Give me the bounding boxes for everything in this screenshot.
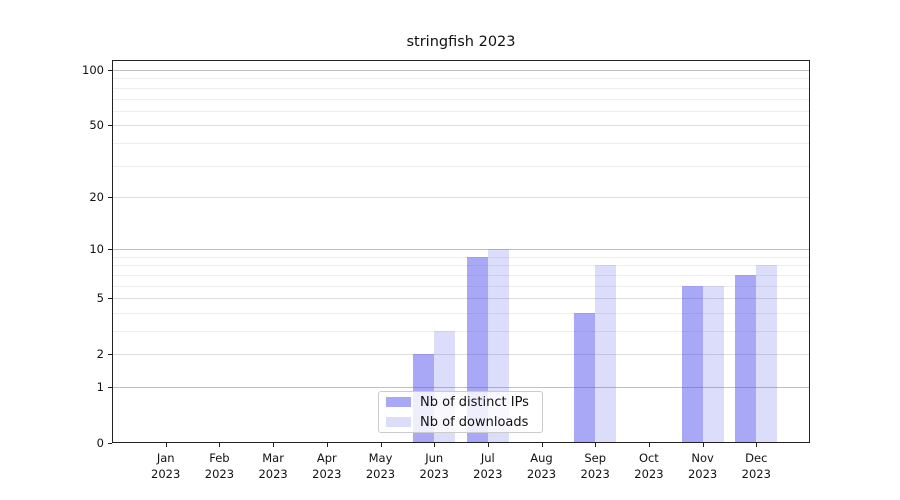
bar-distinct-ips-sep-2023	[574, 312, 596, 443]
x-tick-label-year: 2023	[204, 466, 235, 481]
x-tick-label-apr: Apr 2023	[297, 451, 357, 482]
y-tick-label-20: 20	[89, 189, 104, 204]
x-tick-label-sep: Sep 2023	[565, 451, 625, 482]
x-tick-label-month: Aug	[530, 451, 553, 465]
legend-swatch-distinct-ips	[386, 397, 411, 407]
bar-downloads-sep-2023	[595, 265, 617, 443]
x-tick-label-mar: Mar 2023	[243, 451, 303, 482]
x-tick-mark-jun	[434, 443, 436, 447]
x-tick-label-year: 2023	[526, 466, 557, 481]
x-tick-label-month: Mar	[262, 451, 284, 465]
legend-entry-distinct-ips: Nb of distinct IPs	[386, 395, 535, 410]
x-tick-label-month: Jan	[156, 451, 175, 465]
y-tick-mark-0	[108, 443, 112, 444]
y-tick-label-1: 1	[96, 380, 104, 394]
x-tick-label-year: 2023	[473, 466, 503, 481]
gridline-90	[112, 78, 810, 80]
x-tick-label-year: 2023	[312, 466, 342, 481]
x-tick-mark-jul	[487, 443, 489, 447]
x-tick-label-month: Sep	[584, 451, 607, 465]
y-tick-mark-20	[108, 196, 112, 198]
x-tick-mark-dec	[756, 443, 758, 447]
gridline-60	[112, 110, 810, 112]
gridline-50	[112, 125, 810, 127]
y-tick-label-100: 100	[82, 63, 104, 77]
x-tick-label-feb: Feb 2023	[189, 451, 249, 482]
x-tick-label-year: 2023	[151, 466, 181, 481]
bar-downloads-dec-2023	[756, 265, 778, 443]
y-tick-mark-50	[108, 125, 112, 127]
x-tick-mark-sep	[595, 443, 597, 447]
x-tick-label-month: Nov	[691, 451, 714, 465]
y-tick-label-0: 0	[96, 436, 104, 450]
legend-label-downloads: Nb of downloads	[420, 414, 529, 430]
x-tick-mark-aug	[541, 443, 543, 447]
legend-swatch-downloads	[386, 417, 411, 427]
legend-label-distinct-ips: Nb of distinct IPs	[420, 394, 529, 410]
chart-title: stringfish 2023	[406, 34, 516, 50]
x-tick-label-year: 2023	[634, 466, 664, 481]
gridline-5	[112, 298, 810, 300]
x-tick-label-jan: Jan 2023	[136, 451, 196, 482]
gridline-40	[112, 142, 810, 144]
x-tick-label-month: May	[368, 451, 393, 465]
x-tick-label-month: Oct	[638, 451, 659, 465]
x-tick-label-dec: Dec 2023	[726, 451, 786, 482]
x-tick-label-jun: Jun 2023	[404, 451, 464, 482]
x-tick-label-year: 2023	[687, 466, 718, 481]
x-tick-mark-oct	[648, 443, 650, 447]
x-tick-label-month: Apr	[316, 451, 337, 465]
gridline-2	[112, 354, 810, 356]
gridline-7	[112, 274, 810, 276]
x-tick-label-may: May 2023	[351, 451, 411, 482]
bar-distinct-ips-dec-2023	[735, 274, 757, 443]
y-tick-mark-1	[108, 387, 112, 388]
gridline-70	[112, 98, 810, 100]
y-tick-label-50: 50	[89, 118, 104, 133]
x-tick-label-nov: Nov 2023	[673, 451, 733, 482]
x-tick-label-year: 2023	[580, 466, 610, 481]
bar-downloads-nov-2023	[702, 285, 724, 443]
y-tick-label-10: 10	[89, 242, 104, 257]
x-tick-mark-jan	[165, 443, 167, 447]
x-tick-label-year: 2023	[365, 466, 396, 481]
gridline-1	[112, 387, 810, 388]
gridline-10	[112, 249, 810, 251]
y-tick-label-5: 5	[96, 291, 104, 306]
legend: Nb of distinct IPs Nb of downloads	[378, 391, 543, 433]
x-tick-mark-nov	[702, 443, 704, 447]
x-tick-label-month: Jul	[480, 451, 495, 465]
x-tick-label-year: 2023	[258, 466, 288, 481]
plot-area	[112, 60, 810, 443]
gridline-4	[112, 312, 810, 314]
gridline-30	[112, 165, 810, 167]
y-tick-mark-5	[108, 298, 112, 300]
x-tick-mark-may	[380, 443, 382, 447]
gridline-100	[112, 70, 810, 71]
gridline-20	[112, 196, 810, 198]
x-tick-label-aug: Aug 2023	[512, 451, 572, 482]
x-tick-mark-mar	[273, 443, 275, 447]
x-tick-label-oct: Oct 2023	[619, 451, 679, 482]
x-tick-mark-apr	[326, 443, 328, 447]
legend-entry-downloads: Nb of downloads	[386, 415, 535, 430]
y-tick-label-2: 2	[96, 347, 104, 362]
gridline-8	[112, 265, 810, 267]
x-tick-label-year: 2023	[741, 466, 771, 481]
x-tick-mark-feb	[219, 443, 221, 447]
x-tick-label-month: Dec	[745, 451, 768, 465]
gridline-80	[112, 87, 810, 89]
gridline-9	[112, 256, 810, 258]
x-tick-label-year: 2023	[419, 466, 449, 481]
y-tick-mark-100	[108, 70, 112, 71]
x-tick-label-month: Jun	[425, 451, 444, 465]
y-tick-mark-10	[108, 249, 112, 251]
y-tick-mark-2	[108, 354, 112, 356]
gridline-6	[112, 285, 810, 287]
x-tick-label-jul: Jul 2023	[458, 451, 518, 482]
bar-distinct-ips-nov-2023	[681, 285, 703, 443]
x-tick-label-month: Feb	[209, 451, 230, 465]
gridline-3	[112, 331, 810, 332]
